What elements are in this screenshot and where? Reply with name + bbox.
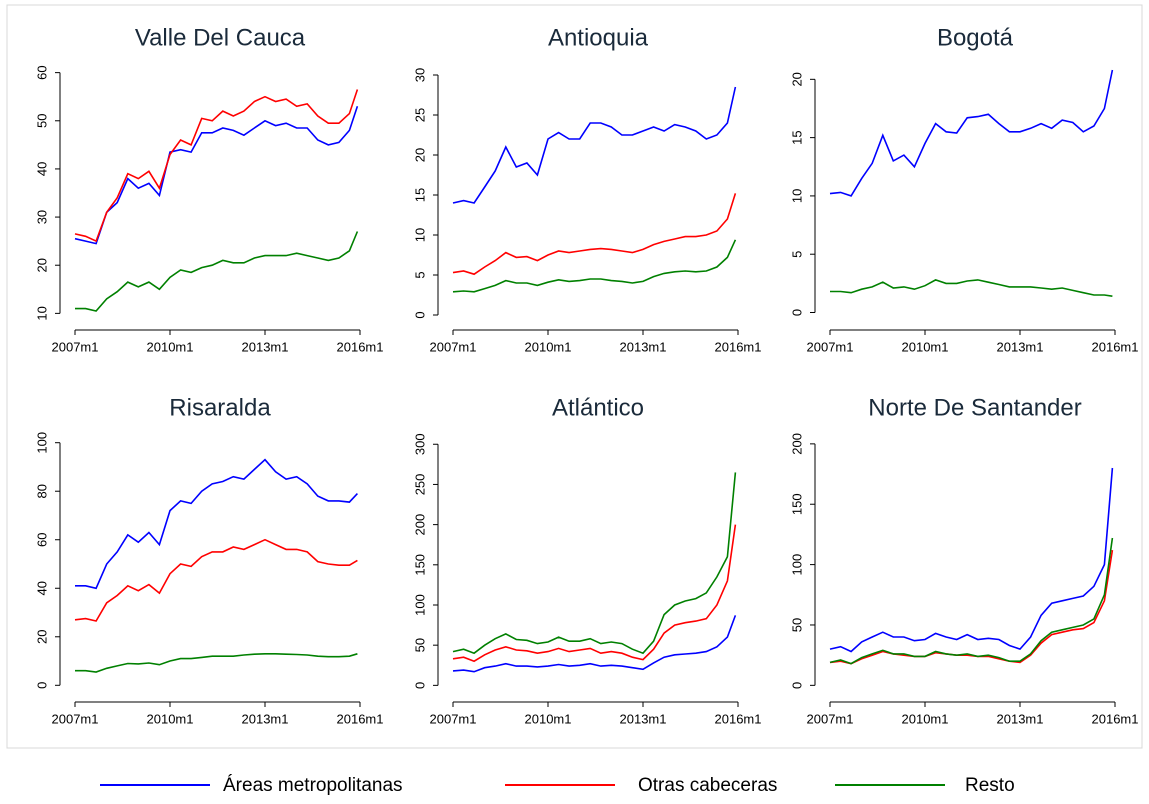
y-tick-label: 150 <box>789 493 804 515</box>
series-line <box>75 653 358 673</box>
y-tick-label: 50 <box>789 618 804 632</box>
y-tick-label: 20 <box>789 72 804 86</box>
y-tick-label: 0 <box>789 682 804 689</box>
series-line <box>829 69 1114 197</box>
y-tick-label: 5 <box>789 251 804 258</box>
y-tick-label: 5 <box>412 271 427 278</box>
x-tick-label: 2010m1 <box>902 339 949 354</box>
y-tick-label: 200 <box>412 514 427 536</box>
x-tick-label: 2016m1 <box>1092 711 1139 726</box>
chart-title: Atlántico <box>552 394 644 421</box>
x-tick-label: 2013m1 <box>242 711 289 726</box>
x-tick-label: 2007m1 <box>430 339 477 354</box>
x-tick-label: 2013m1 <box>620 711 667 726</box>
x-tick-label: 2016m1 <box>337 711 384 726</box>
chart-title: Valle Del Cauca <box>135 24 306 51</box>
y-tick-label: 100 <box>789 554 804 576</box>
series-line <box>830 279 1113 297</box>
series-line <box>75 231 359 312</box>
y-tick-label: 10 <box>34 306 49 320</box>
legend-label: Resto <box>965 775 1015 796</box>
series-line <box>829 537 1114 665</box>
y-tick-label: 40 <box>34 581 49 595</box>
y-tick-label: 20 <box>412 148 427 162</box>
legend: Áreas metropolitanas Otras cabeceras Res… <box>100 775 1015 796</box>
y-tick-label: 20 <box>34 630 49 644</box>
y-tick-label: 50 <box>34 114 49 128</box>
series-line <box>74 89 359 243</box>
series-line <box>452 524 737 663</box>
series-line <box>452 86 737 204</box>
x-tick-label: 2013m1 <box>997 711 1044 726</box>
x-tick-label: 2013m1 <box>242 339 289 354</box>
series-line <box>74 106 359 245</box>
y-tick-label: 20 <box>34 258 49 272</box>
y-tick-label: 30 <box>412 68 427 82</box>
x-tick-label: 2010m1 <box>147 339 194 354</box>
x-tick-label: 2007m1 <box>430 711 477 726</box>
x-tick-label: 2010m1 <box>525 711 572 726</box>
y-tick-label: 150 <box>412 554 427 576</box>
x-tick-label: 2007m1 <box>807 711 854 726</box>
y-tick-label: 50 <box>412 638 427 652</box>
series-line <box>452 615 737 673</box>
y-tick-label: 60 <box>34 533 49 547</box>
y-tick-label: 10 <box>789 189 804 203</box>
y-tick-label: 25 <box>412 108 427 122</box>
x-tick-label: 2007m1 <box>52 711 99 726</box>
x-tick-label: 2010m1 <box>147 711 194 726</box>
y-tick-label: 100 <box>34 432 49 454</box>
chart-title: Risaralda <box>169 394 271 421</box>
x-tick-label: 2013m1 <box>620 339 667 354</box>
x-tick-label: 2016m1 <box>715 711 762 726</box>
x-tick-label: 2016m1 <box>715 339 762 354</box>
y-tick-label: 15 <box>412 188 427 202</box>
y-tick-label: 300 <box>412 433 427 455</box>
x-tick-label: 2013m1 <box>997 339 1044 354</box>
series-line <box>75 458 358 590</box>
y-tick-label: 0 <box>412 682 427 689</box>
y-tick-label: 80 <box>34 484 49 498</box>
x-tick-label: 2016m1 <box>337 339 384 354</box>
y-tick-label: 0 <box>789 309 804 316</box>
series-line <box>452 472 737 655</box>
plot-frame <box>6 4 1143 749</box>
y-tick-label: 10 <box>412 228 427 242</box>
y-tick-label: 0 <box>34 682 49 689</box>
x-tick-label: 2007m1 <box>52 339 99 354</box>
series-line <box>452 239 737 293</box>
chart-title: Norte De Santander <box>868 394 1081 421</box>
chart-title: Antioquia <box>548 24 649 51</box>
y-tick-label: 40 <box>34 162 49 176</box>
y-tick-label: 15 <box>789 130 804 144</box>
legend-label: Otras cabeceras <box>638 775 777 796</box>
y-tick-label: 0 <box>412 311 427 318</box>
series-line <box>829 467 1114 653</box>
series-line <box>74 538 358 622</box>
x-tick-label: 2010m1 <box>902 711 949 726</box>
y-tick-label: 60 <box>34 65 49 79</box>
y-tick-label: 250 <box>412 474 427 496</box>
chart-title: Bogotá <box>937 24 1014 51</box>
series-line <box>452 193 737 276</box>
y-tick-label: 100 <box>412 594 427 616</box>
legend-label: Áreas metropolitanas <box>223 775 403 796</box>
x-tick-label: 2010m1 <box>525 339 572 354</box>
x-tick-label: 2016m1 <box>1092 339 1139 354</box>
x-tick-label: 2007m1 <box>807 339 854 354</box>
y-tick-label: 200 <box>789 433 804 455</box>
y-tick-label: 30 <box>34 210 49 224</box>
